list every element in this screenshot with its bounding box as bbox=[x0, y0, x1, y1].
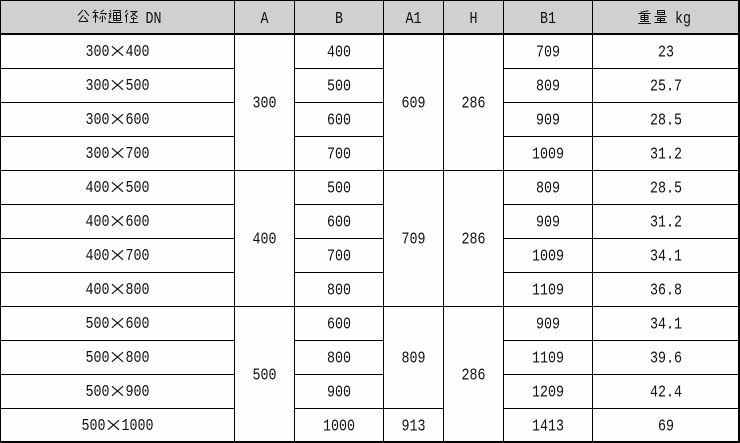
svg-text:400: 400 bbox=[86, 281, 110, 300]
svg-text:700: 700 bbox=[126, 247, 150, 266]
svg-text:286: 286 bbox=[462, 366, 486, 385]
svg-text:A: A bbox=[261, 10, 270, 29]
svg-text:809: 809 bbox=[536, 77, 560, 96]
svg-text:A1: A1 bbox=[406, 10, 422, 29]
svg-text:31.2: 31.2 bbox=[650, 213, 682, 232]
svg-text:36.8: 36.8 bbox=[650, 281, 682, 300]
svg-text:600: 600 bbox=[126, 111, 150, 130]
svg-text:900: 900 bbox=[126, 383, 150, 402]
svg-text:700: 700 bbox=[126, 145, 150, 164]
svg-text:600: 600 bbox=[327, 315, 351, 334]
svg-text:709: 709 bbox=[402, 230, 426, 249]
svg-text:1413: 1413 bbox=[532, 417, 564, 436]
svg-text:609: 609 bbox=[402, 94, 426, 113]
svg-text:500: 500 bbox=[86, 315, 110, 334]
svg-text:1009: 1009 bbox=[532, 145, 564, 164]
svg-text:909: 909 bbox=[536, 213, 560, 232]
svg-text:25.7: 25.7 bbox=[650, 77, 682, 96]
svg-text:300: 300 bbox=[86, 77, 110, 96]
svg-text:1009: 1009 bbox=[532, 247, 564, 266]
svg-text:B1: B1 bbox=[540, 10, 556, 29]
svg-text:300: 300 bbox=[86, 145, 110, 164]
svg-text:H: H bbox=[470, 10, 478, 29]
svg-text:400: 400 bbox=[86, 213, 110, 232]
svg-text:28.5: 28.5 bbox=[650, 179, 682, 198]
svg-text:23: 23 bbox=[658, 43, 674, 62]
svg-text:500: 500 bbox=[86, 349, 110, 368]
svg-text:286: 286 bbox=[462, 230, 486, 249]
svg-text:800: 800 bbox=[327, 349, 351, 368]
svg-text:909: 909 bbox=[536, 111, 560, 130]
svg-text:809: 809 bbox=[402, 349, 426, 368]
svg-text:500: 500 bbox=[327, 77, 351, 96]
svg-text:kg: kg bbox=[675, 10, 691, 29]
svg-text:300: 300 bbox=[253, 94, 277, 113]
svg-text:800: 800 bbox=[126, 349, 150, 368]
svg-text:B: B bbox=[335, 10, 343, 29]
svg-text:42.4: 42.4 bbox=[650, 383, 682, 402]
svg-text:400: 400 bbox=[126, 43, 150, 62]
svg-text:500: 500 bbox=[86, 383, 110, 402]
svg-text:1109: 1109 bbox=[532, 281, 564, 300]
svg-text:1000: 1000 bbox=[122, 417, 154, 436]
svg-text:800: 800 bbox=[126, 281, 150, 300]
svg-text:600: 600 bbox=[126, 315, 150, 334]
svg-text:DN: DN bbox=[146, 10, 162, 29]
svg-text:709: 709 bbox=[536, 43, 560, 62]
svg-text:700: 700 bbox=[327, 145, 351, 164]
svg-text:600: 600 bbox=[126, 213, 150, 232]
svg-text:500: 500 bbox=[327, 179, 351, 198]
svg-text:500: 500 bbox=[253, 366, 277, 385]
svg-text:28.5: 28.5 bbox=[650, 111, 682, 130]
svg-text:913: 913 bbox=[402, 417, 426, 436]
svg-text:500: 500 bbox=[82, 417, 106, 436]
svg-text:34.1: 34.1 bbox=[650, 315, 682, 334]
svg-text:300: 300 bbox=[86, 111, 110, 130]
svg-text:31.2: 31.2 bbox=[650, 145, 682, 164]
svg-text:400: 400 bbox=[86, 179, 110, 198]
svg-text:34.1: 34.1 bbox=[650, 247, 682, 266]
svg-text:1209: 1209 bbox=[532, 383, 564, 402]
svg-text:286: 286 bbox=[462, 94, 486, 113]
svg-text:400: 400 bbox=[327, 43, 351, 62]
svg-text:500: 500 bbox=[126, 77, 150, 96]
svg-text:700: 700 bbox=[327, 247, 351, 266]
svg-text:1000: 1000 bbox=[323, 417, 355, 436]
svg-text:39.6: 39.6 bbox=[650, 349, 682, 368]
svg-text:400: 400 bbox=[86, 247, 110, 266]
svg-text:300: 300 bbox=[86, 43, 110, 62]
svg-text:800: 800 bbox=[327, 281, 351, 300]
svg-text:1109: 1109 bbox=[532, 349, 564, 368]
svg-text:600: 600 bbox=[327, 111, 351, 130]
svg-text:69: 69 bbox=[658, 417, 674, 436]
svg-text:600: 600 bbox=[327, 213, 351, 232]
svg-text:900: 900 bbox=[327, 383, 351, 402]
svg-text:400: 400 bbox=[253, 230, 277, 249]
svg-text:909: 909 bbox=[536, 315, 560, 334]
svg-text:809: 809 bbox=[536, 179, 560, 198]
svg-text:500: 500 bbox=[126, 179, 150, 198]
